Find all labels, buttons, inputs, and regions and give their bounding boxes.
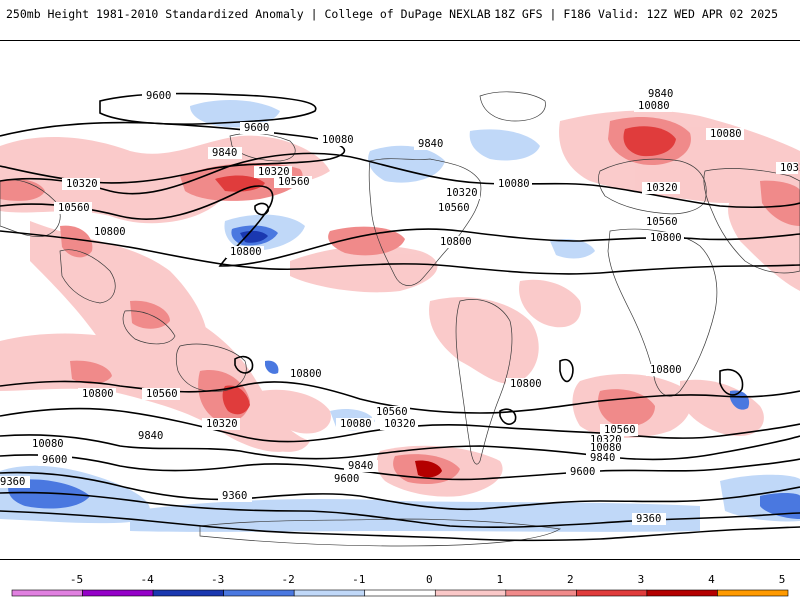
- colorbar-tick-label: 4: [708, 573, 715, 586]
- colorbar-svg: -5 -4 -3 -2 -1 0 1 2 3 4 5: [11, 573, 789, 597]
- contour-label: 10320: [206, 418, 238, 430]
- contour-label: 9840: [418, 138, 443, 150]
- colorbar-tick-label: -3: [211, 573, 224, 586]
- colorbar-tick-label: 5: [779, 573, 786, 586]
- contour-labels: 9600 9600 9840 10080 10320 10560 10320 1…: [0, 88, 800, 525]
- contour-label: 9840: [590, 452, 615, 464]
- contour-label: 10080: [590, 442, 622, 454]
- contour-label: 10560: [646, 216, 678, 228]
- contour-label: 9360: [222, 490, 247, 502]
- contour-label: 10320: [446, 187, 478, 199]
- contour-label: 9360: [0, 476, 25, 488]
- contour-label: 10080: [340, 418, 372, 430]
- coastlines: [0, 91, 800, 547]
- contour-label: 9600: [146, 90, 171, 102]
- contour-label: 10560: [58, 202, 90, 214]
- model-run-info: 18Z GFS | F186 Valid: 12Z WED APR 02 202…: [494, 7, 778, 21]
- colorbar-swatch: [646, 589, 718, 597]
- colorbar-swatch: [293, 589, 366, 597]
- colorbar-swatch: [364, 589, 436, 597]
- colorbar-swatch: [717, 589, 789, 597]
- map-title: 250mb Height 1981-2010 Standardized Anom…: [6, 7, 491, 21]
- contour-label: 10800: [82, 388, 114, 400]
- contour-label: 10080: [710, 128, 742, 140]
- contour-label: 10320: [258, 166, 290, 178]
- colorbar-tick-labels: -5 -4 -3 -2 -1 0 1 2 3 4 5: [70, 573, 785, 586]
- colorbar-tick-label: -1: [352, 573, 365, 586]
- colorbar-tick-label: 3: [638, 573, 645, 586]
- contour-label: 10800: [510, 378, 542, 390]
- contour-label: 9600: [334, 473, 359, 485]
- contour-label: 9840: [138, 430, 163, 442]
- contour-label: 10560: [376, 406, 408, 418]
- colorbar-swatch: [505, 589, 577, 597]
- contour-label: 10320: [384, 418, 416, 430]
- contour-label: 10080: [32, 438, 64, 450]
- contour-label: 10800: [440, 236, 472, 248]
- colorbar-swatch: [434, 589, 507, 597]
- contour-label: 10560: [146, 388, 178, 400]
- colorbar-tick-label: -4: [140, 573, 154, 586]
- contour-label: 10320: [780, 162, 800, 174]
- colorbar-tick-label: -2: [282, 573, 295, 586]
- colorbar-swatch: [152, 589, 224, 597]
- contour-label: 10560: [438, 202, 470, 214]
- contour-label: 10080: [638, 100, 670, 112]
- anomaly-map[interactable]: 9600 9600 9840 10080 10320 10560 10320 1…: [0, 40, 800, 560]
- contour-label: 10800: [290, 368, 322, 380]
- contour-label: 9840: [348, 460, 373, 472]
- contour-label: 9360: [636, 513, 661, 525]
- height-contours: [0, 92, 800, 542]
- colorbar-swatch: [223, 589, 295, 597]
- contour-label: 10080: [498, 178, 530, 190]
- contour-label: 9840: [648, 88, 673, 100]
- colorbar-swatch: [576, 589, 648, 597]
- anomaly-colorbar: -5 -4 -3 -2 -1 0 1 2 3 4 5: [0, 566, 800, 600]
- colorbar-tick-label: -5: [70, 573, 83, 586]
- contour-label: 9600: [570, 466, 595, 478]
- colorbar-tick-label: 2: [567, 573, 574, 586]
- colorbar-swatch: [11, 589, 83, 597]
- contour-label: 9840: [212, 147, 237, 159]
- contour-label: 10800: [94, 226, 126, 238]
- contour-label: 10320: [646, 182, 678, 194]
- colorbar-tick-label: 1: [497, 573, 504, 586]
- contour-label: 9600: [42, 454, 67, 466]
- colorbar-swatch: [82, 589, 154, 597]
- contour-label: 10800: [650, 232, 682, 244]
- contour-label: 10560: [604, 424, 636, 436]
- map-canvas: 9600 9600 9840 10080 10320 10560 10320 1…: [0, 88, 800, 547]
- contour-label: 10320: [66, 178, 98, 190]
- header: 250mb Height 1981-2010 Standardized Anom…: [0, 0, 800, 36]
- contour-label: 10800: [230, 246, 262, 258]
- colorbar-swatches: [11, 589, 789, 597]
- contour-label: 10800: [650, 364, 682, 376]
- contour-label: 9600: [244, 122, 269, 134]
- colorbar-tick-label: 0: [426, 573, 433, 586]
- contour-label: 10560: [278, 176, 310, 188]
- contour-label: 10080: [322, 134, 354, 146]
